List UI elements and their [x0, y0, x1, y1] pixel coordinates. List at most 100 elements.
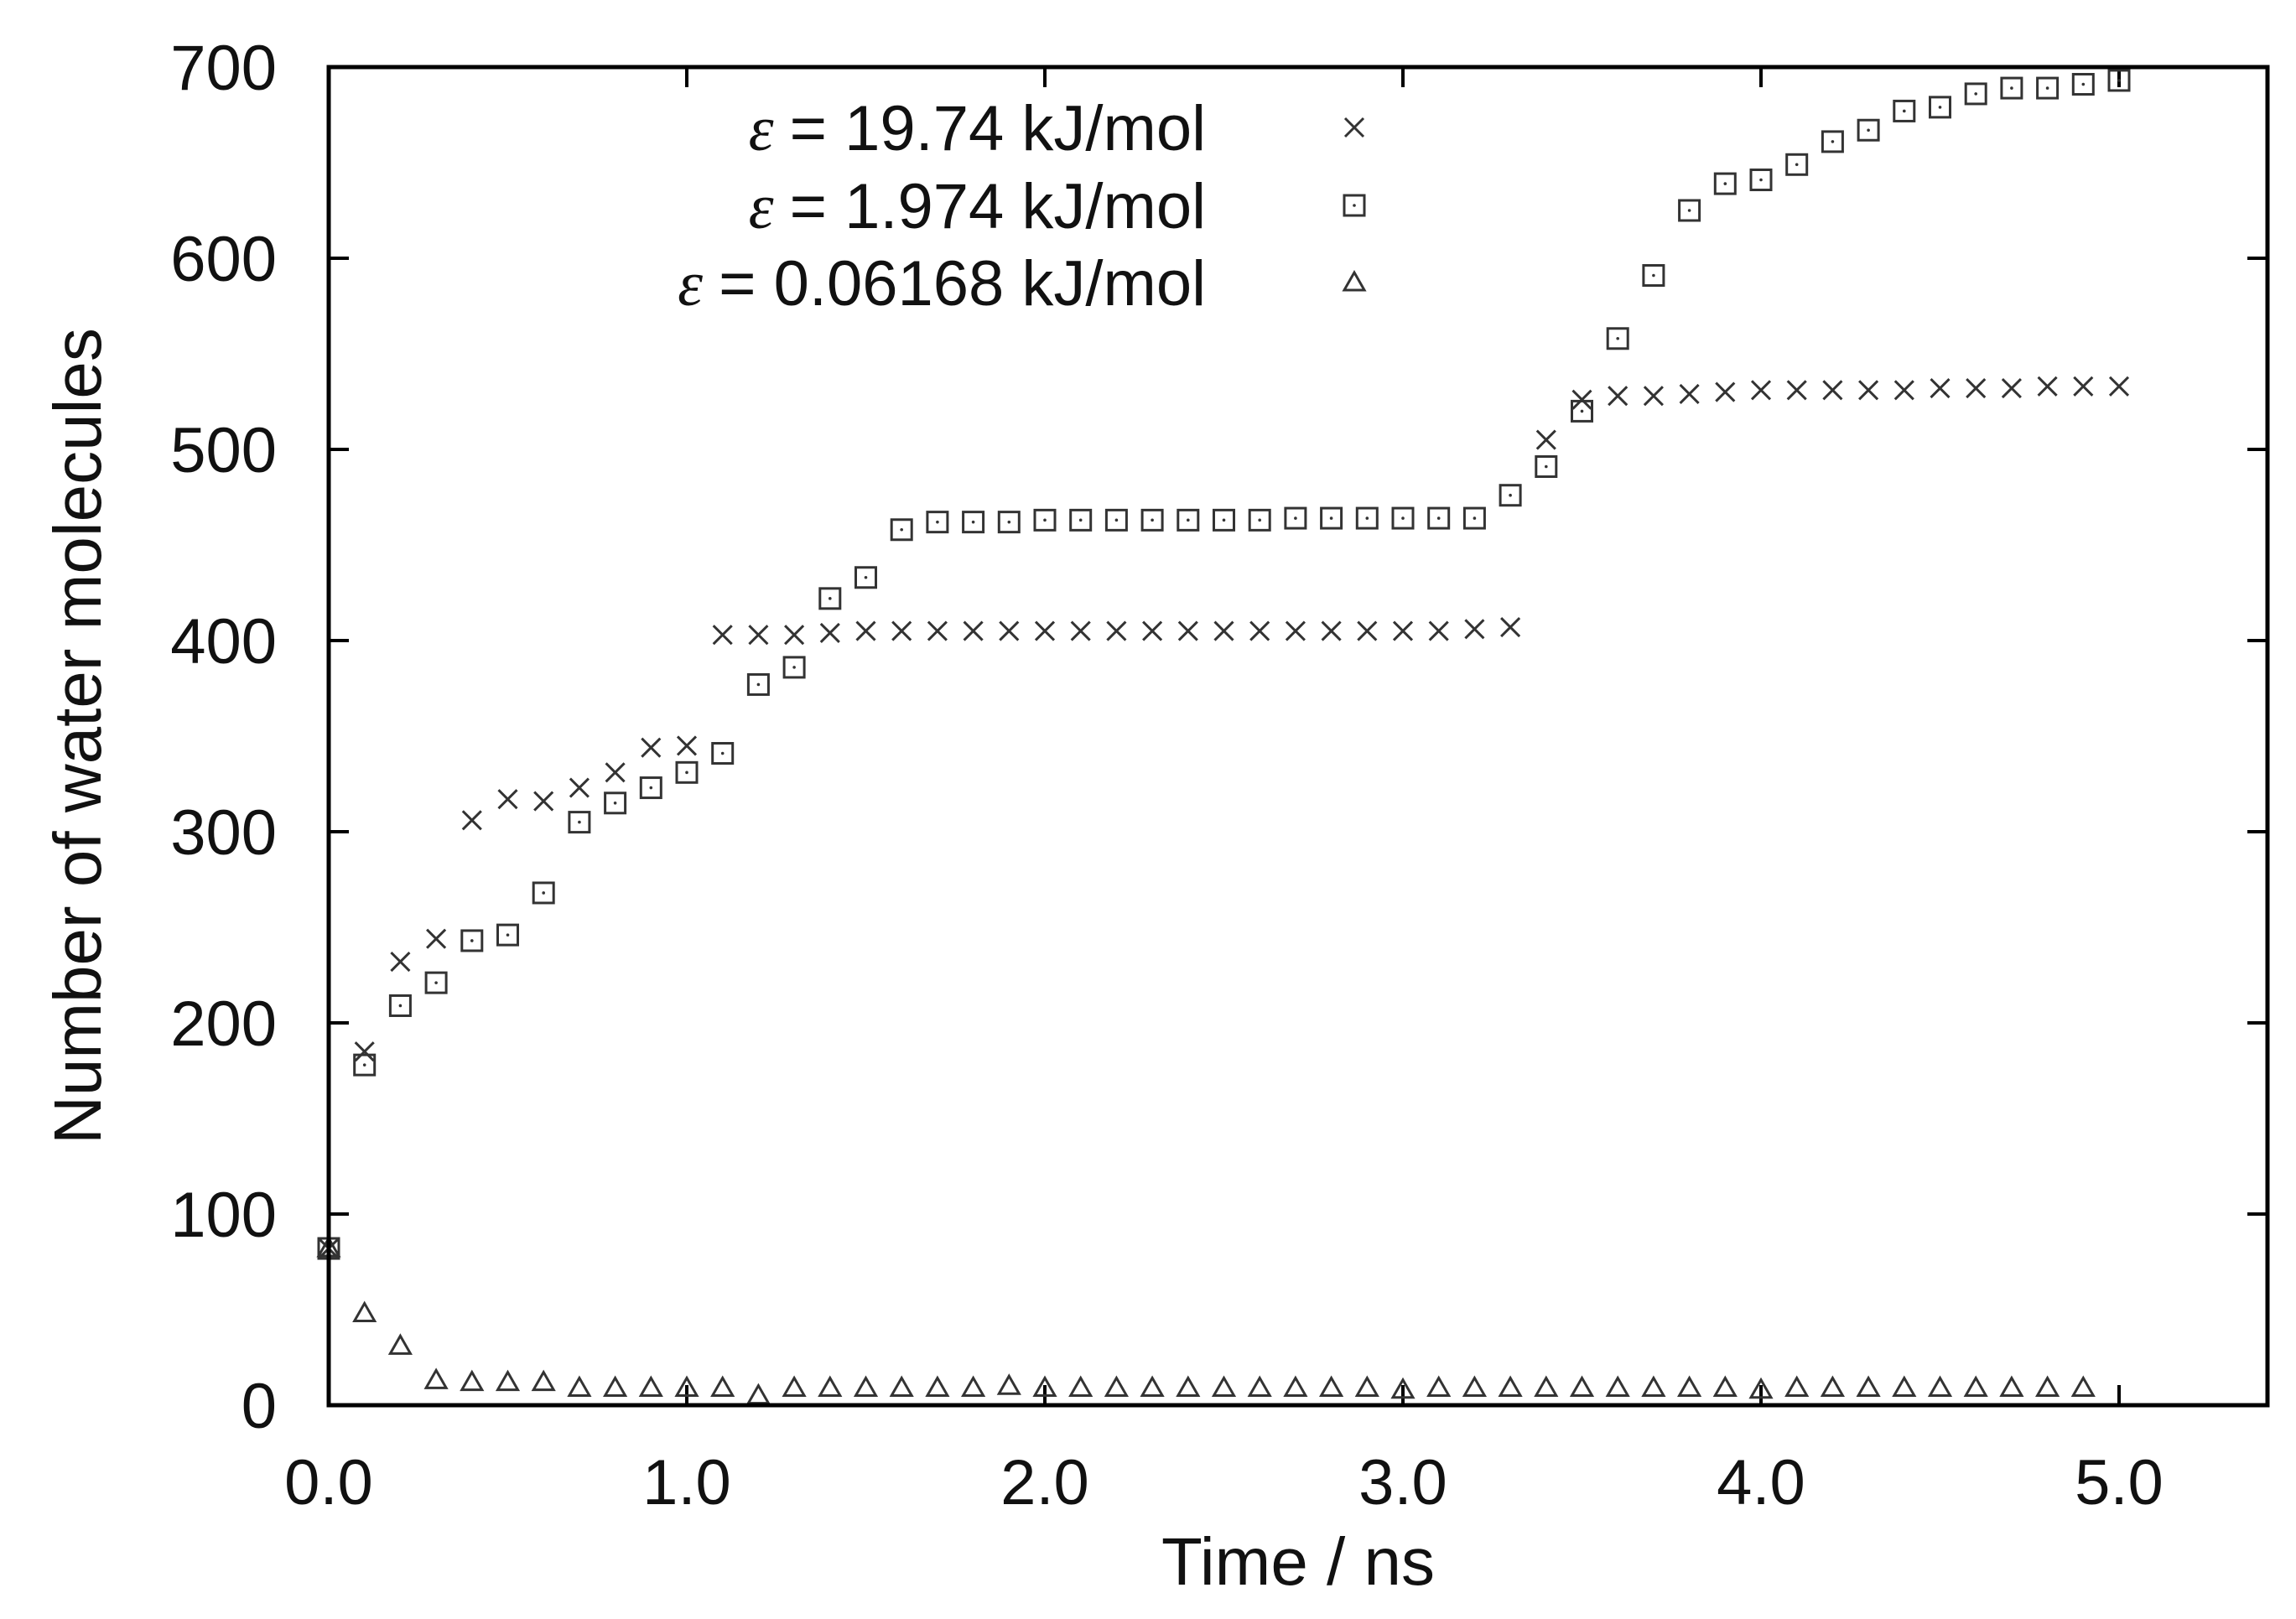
plot-frame [326, 65, 2270, 1408]
data-point [1930, 377, 1951, 399]
data-point [1715, 381, 1736, 402]
data-point [1858, 380, 1879, 401]
x-tick-label: 4.0 [1717, 1447, 1805, 1518]
data-point [1534, 1375, 1559, 1397]
data-point [533, 791, 554, 812]
data-point [963, 620, 984, 641]
data-point [1140, 508, 1164, 532]
data-point [1428, 620, 1449, 641]
data-point [460, 1369, 485, 1392]
data-point [1106, 620, 1127, 641]
y-axis-title: Number of water molecules [40, 328, 115, 1144]
data-point [1606, 327, 1629, 350]
data-point [711, 742, 735, 765]
data-point [1213, 620, 1234, 641]
data-point [569, 777, 590, 798]
data-point [1571, 389, 1592, 410]
legend-label: ε = 1.974 kJ/mol [749, 171, 1206, 242]
data-point [2037, 376, 2058, 397]
data-point [1392, 620, 1414, 641]
y-tick-label: 100 [170, 1180, 277, 1251]
series-1 [318, 376, 2130, 1259]
data-point [1856, 1375, 1881, 1397]
data-point [1643, 386, 1664, 407]
data-point [1893, 99, 1916, 122]
data-point [1032, 1375, 1057, 1397]
data-point [818, 587, 842, 610]
data-point [1104, 508, 1128, 532]
data-point [354, 1041, 375, 1062]
legend-marker [1342, 269, 1367, 292]
data-point [532, 881, 555, 905]
axis-ticks [327, 65, 2267, 1407]
data-point [1678, 199, 1701, 222]
data-point [1820, 1375, 1845, 1397]
data-point [1929, 96, 1951, 119]
data-point [1068, 1375, 1093, 1397]
data-point [638, 1375, 663, 1397]
data-point [1999, 1375, 2024, 1397]
data-point [1320, 506, 1343, 530]
data-point [2071, 73, 2095, 96]
data-point [2035, 1375, 2060, 1397]
data-point [1355, 506, 1379, 530]
data-point [1321, 620, 1342, 641]
x-axis-title: Time / ns [1161, 1524, 1435, 1599]
data-point [1177, 620, 1198, 641]
y-tick-label: 600 [170, 224, 277, 295]
data-point [890, 518, 913, 542]
data-point [2107, 69, 2131, 92]
data-point [675, 760, 699, 784]
data-point [1748, 1377, 1774, 1399]
data-point [1712, 1375, 1738, 1397]
data-point [1391, 506, 1415, 530]
data-point [855, 566, 877, 589]
data-point [1070, 620, 1091, 641]
data-point [461, 810, 482, 831]
x-tick-label: 5.0 [2075, 1447, 2164, 1518]
y-tick-label: 400 [170, 606, 277, 677]
data-point [426, 928, 447, 949]
data-point [1749, 169, 1773, 192]
x-tick-label: 3.0 [1358, 1447, 1447, 1518]
x-tick-label: 0.0 [284, 1447, 373, 1518]
data-point [961, 1375, 986, 1397]
data-point [2073, 376, 2094, 397]
data-point [1464, 619, 1485, 640]
legend-text: = 1.974 kJ/mol [790, 171, 1206, 242]
data-point [1390, 1377, 1416, 1399]
data-point [1033, 508, 1057, 532]
data-point [855, 620, 876, 641]
data-point [1248, 508, 1271, 532]
data-point [1462, 1375, 1487, 1397]
data-point [746, 672, 770, 696]
data-point [1677, 1375, 1702, 1397]
y-tick-label: 300 [170, 797, 277, 869]
data-point [1426, 1375, 1452, 1397]
data-point [1571, 399, 1593, 423]
data-point [819, 622, 840, 643]
data-point [2000, 76, 2023, 100]
data-point [2001, 377, 2022, 399]
data-point [1857, 118, 1880, 142]
data-point [1892, 1375, 1917, 1397]
legend-marker [1343, 194, 1366, 217]
data-point [1713, 172, 1737, 195]
data-point [1535, 429, 1556, 450]
data-point [1679, 383, 1700, 404]
data-point [926, 511, 949, 534]
data-point [1964, 82, 1987, 106]
data-point [1641, 1375, 1666, 1397]
legend-label: ε = 0.06168 kJ/mol [678, 248, 1206, 319]
data-point [1893, 380, 1914, 401]
data-point [997, 511, 1021, 534]
data-point [1821, 130, 1844, 153]
series-2 [317, 69, 2131, 1260]
data-point [496, 923, 519, 947]
data-point [387, 1333, 413, 1355]
data-point [927, 620, 948, 641]
data-point [2036, 76, 2060, 100]
data-point [710, 1375, 735, 1397]
data-point [745, 1383, 771, 1405]
